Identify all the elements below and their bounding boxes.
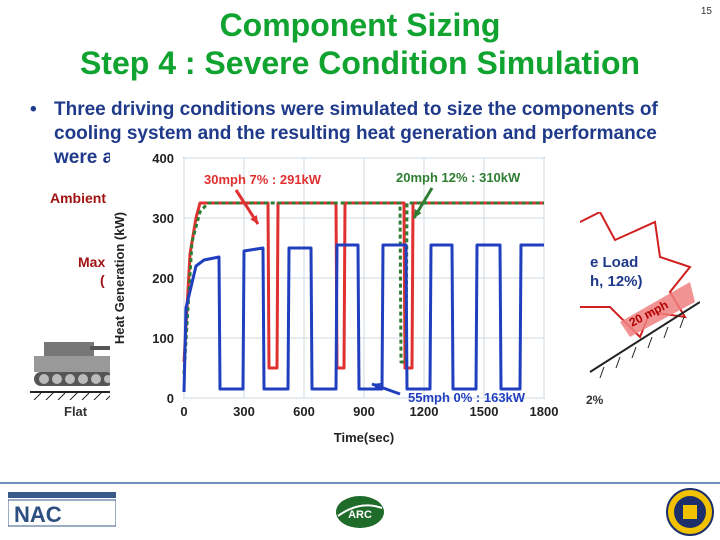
arc-logo-text: ARC — [348, 509, 372, 521]
x-tick-label: 0 — [180, 404, 187, 419]
grade-label: 2% — [586, 393, 604, 407]
annotation-20mph: 20mph 12% : 310kW — [396, 170, 521, 185]
arrow-head — [372, 383, 381, 391]
y-tick-label: 0 — [167, 391, 174, 406]
y-tick-label: 200 — [152, 271, 174, 286]
x-tick-label: 300 — [233, 404, 255, 419]
callout-line-1: e Load — [590, 254, 638, 271]
heat-generation-chart: 0 300 600 900 1200 1500 1800 0 100 200 300 400 Time… — [110, 148, 580, 458]
nac-logo: NAC — [8, 492, 116, 527]
annotation-arrows — [234, 187, 434, 396]
tank-turret — [44, 342, 94, 356]
slope-wedge — [620, 282, 695, 337]
y-tick-label: 100 — [152, 331, 174, 346]
arc-logo: ARC — [336, 496, 384, 528]
max-label: Max — [78, 254, 106, 270]
slope-hatch — [599, 316, 685, 379]
ambient-label: Ambient — [50, 190, 106, 206]
y-axis-label: Heat Generation (kW) — [112, 212, 127, 344]
slide-title-line-2: Step 4 : Severe Condition Simulation — [79, 45, 641, 81]
ground-hatch — [33, 391, 115, 400]
y-tick-label: 400 — [152, 151, 174, 166]
tank-hull — [34, 356, 114, 372]
annotation-55mph: 55mph 0% : 163kW — [408, 390, 526, 405]
bullet-dot: • — [30, 99, 37, 120]
flat-label: Flat — [64, 404, 88, 419]
y-tick-label: 300 — [152, 211, 174, 226]
slide-title-line-1: Component Sizing — [219, 7, 501, 43]
tank-gun — [90, 346, 120, 350]
chart-ticks: 0 300 600 900 1200 1500 1800 0 100 200 300 400 — [152, 151, 558, 419]
tank-illustration — [30, 342, 120, 400]
x-tick-label: 900 — [353, 404, 375, 419]
chart-annotations: 30mph 7% : 291kW 20mph 12% : 310kW 55mph… — [204, 170, 526, 405]
page-number: 15 — [700, 6, 712, 17]
x-tick-label: 1200 — [410, 404, 439, 419]
x-axis-label: Time(sec) — [334, 430, 394, 445]
severe-load-callout: e Load h, 12%) 20 mph 2% — [560, 212, 700, 407]
arrow-head — [250, 215, 258, 224]
x-tick-label: 1500 — [470, 404, 499, 419]
callout-line-2: h, 12%) — [590, 273, 643, 290]
chart-series — [182, 201, 544, 393]
university-seal — [666, 488, 714, 536]
arrow-head — [414, 209, 422, 218]
annotation-30mph: 30mph 7% : 291kW — [204, 172, 322, 187]
footer-divider — [0, 482, 720, 484]
x-tick-label: 600 — [293, 404, 315, 419]
series-line — [182, 243, 544, 393]
svg-text:NAC: NAC — [14, 502, 62, 527]
paren-label: ( — [100, 272, 105, 288]
slope-ground — [589, 301, 700, 373]
x-tick-label: 1800 — [530, 404, 559, 419]
